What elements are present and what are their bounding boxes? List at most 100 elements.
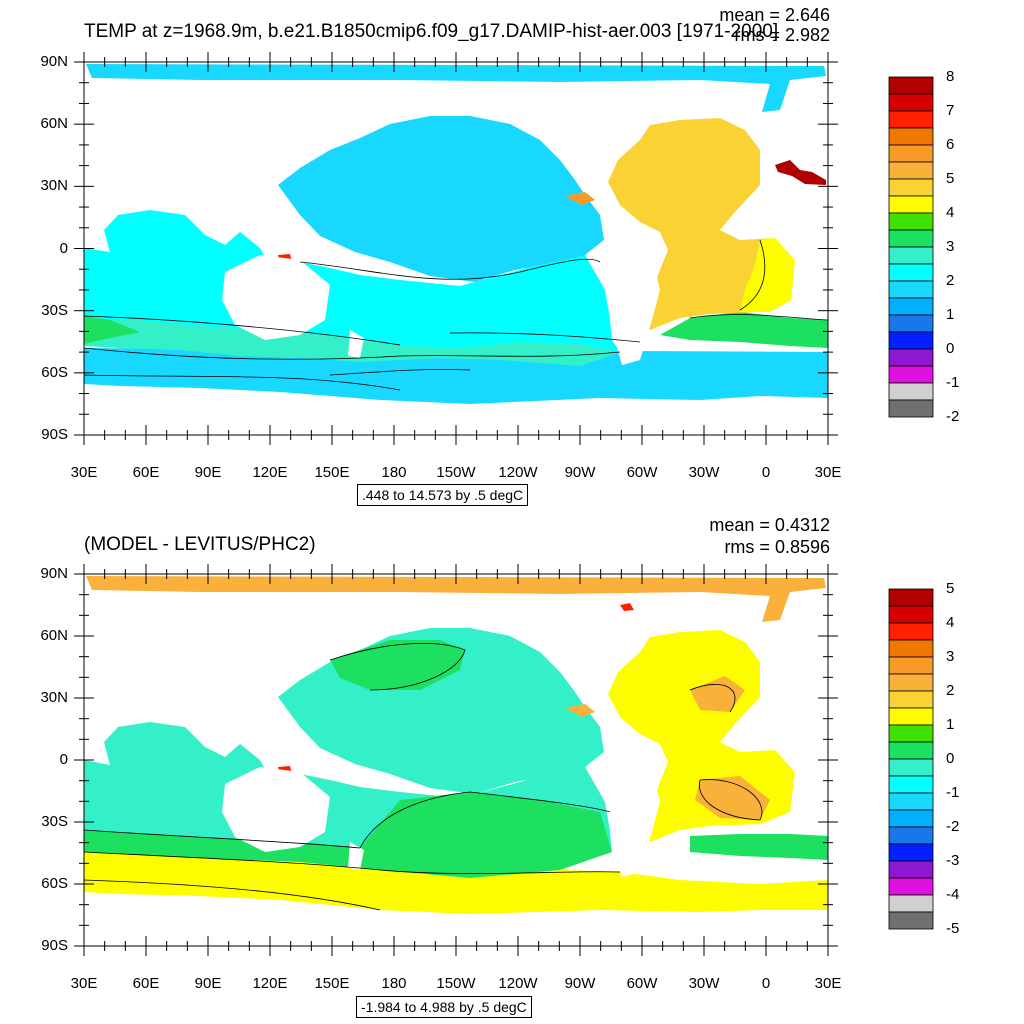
colorbar-box	[888, 229, 934, 248]
x-tick-label: 60W	[626, 464, 658, 481]
p1-south-indian-green	[84, 316, 140, 344]
p2-atlantic-orange	[690, 676, 745, 712]
p2-south-atlantic-green	[690, 834, 828, 860]
colorbar-label: 0	[946, 750, 955, 767]
panel2-title: (MODEL - LEVITUS/PHC2)	[84, 534, 316, 555]
colorbar-box	[888, 622, 934, 641]
colorbar-box	[888, 758, 934, 777]
x-tick-label: 90E	[194, 975, 222, 992]
colorbar-label: 3	[946, 648, 955, 665]
colorbar-label: 0	[946, 340, 955, 357]
p2-south-america	[585, 752, 660, 877]
p2-south-yellow-band	[84, 852, 828, 914]
x-tick-label: 180	[381, 464, 407, 481]
colorbar-box	[888, 365, 934, 384]
colorbar-box	[888, 382, 934, 401]
colorbar-box	[888, 724, 934, 743]
p2-south-green-band	[84, 792, 612, 878]
p1-arctic-field	[86, 64, 826, 112]
x-tick-label: 120W	[498, 975, 538, 992]
p1-atlantic-field	[608, 118, 795, 330]
colorbar-box	[888, 76, 934, 95]
colorbar-box	[888, 877, 934, 896]
y-tick-label: 30S	[41, 301, 68, 319]
colorbar-label: -2	[946, 818, 960, 835]
p2-nz	[348, 842, 364, 870]
p2-south-atlantic-orange	[695, 776, 770, 820]
colorbar-box	[888, 212, 934, 231]
panel2-rms: rms = 0.8596	[724, 537, 830, 557]
panel2-map	[83, 573, 829, 947]
colorbar-box	[888, 246, 934, 265]
colorbar-label: 4	[946, 614, 955, 631]
x-tick-label: 30E	[814, 464, 842, 481]
x-tick-label: 120W	[498, 464, 538, 481]
y-tick-label: 30N	[40, 177, 68, 195]
p1-contours	[83, 239, 829, 391]
y-tick-label: 60N	[40, 627, 68, 644]
y-tick-label: 0	[59, 751, 68, 768]
colorbar-box	[888, 280, 934, 299]
x-tick-label: 60E	[132, 975, 160, 992]
colorbar-box	[888, 775, 934, 794]
colorbar-label: -4	[946, 886, 960, 903]
colorbar-box	[888, 263, 934, 282]
x-tick-label: 120E	[252, 975, 288, 992]
p1-indo-pacific-field	[84, 210, 620, 352]
panel1-mean: mean = 2.646	[719, 5, 830, 25]
colorbar-box	[888, 843, 934, 862]
p1-south-america	[585, 240, 660, 365]
panel1-title: TEMP at z=1968.9m, b.e21.B1850cmip6.f09_…	[84, 21, 779, 42]
colorbar-label: -1	[946, 374, 960, 391]
x-tick-label: 120E	[252, 464, 288, 481]
colorbar-label: -2	[946, 408, 960, 425]
colorbar-label: 4	[946, 204, 955, 221]
colorbar-label: 8	[946, 68, 955, 85]
x-tick-label: 150E	[314, 975, 350, 992]
y-tick-label: 0	[59, 239, 68, 257]
y-tick-label: 90N	[40, 53, 68, 70]
colorbar-box	[888, 178, 934, 197]
x-tick-label: 90E	[194, 464, 222, 481]
y-tick-label: 60N	[40, 115, 68, 133]
panel2-colorbar	[888, 588, 934, 930]
colorbar-box	[888, 894, 934, 913]
colorbar-box	[888, 110, 934, 129]
colorbar-box	[888, 792, 934, 811]
x-tick-label: 150E	[314, 464, 350, 481]
colorbar-box	[888, 690, 934, 709]
panel1-ticks	[74, 52, 838, 445]
colorbar-box	[888, 639, 934, 658]
colorbar-box	[888, 588, 934, 607]
p1-australia	[222, 255, 330, 340]
p1-mediterranean	[775, 160, 826, 185]
p2-gulf-orange	[565, 704, 595, 717]
y-tick-label: 30S	[41, 813, 68, 830]
x-tick-label: 30E	[70, 464, 98, 481]
x-tick-label: 30E	[70, 975, 98, 992]
colorbar-box	[888, 127, 934, 146]
colorbar-box	[888, 331, 934, 350]
y-tick-label: 30N	[40, 689, 68, 706]
x-tick-label: 150W	[436, 975, 476, 992]
p2-africa	[720, 697, 828, 830]
y-tick-label: 60S	[41, 875, 68, 892]
p2-mediterranean	[620, 603, 634, 611]
y-tick-label: 60S	[41, 363, 68, 381]
x-tick-label: 30E	[814, 975, 842, 992]
panel2-mean: mean = 0.4312	[709, 515, 830, 535]
colorbar-box	[888, 707, 934, 726]
x-tick-label: 180	[381, 975, 407, 992]
colorbar-label: 5	[946, 580, 955, 597]
y-tick-label: 90N	[40, 565, 68, 582]
x-tick-label: 30W	[688, 975, 720, 992]
colorbar-label: 3	[946, 238, 955, 255]
colorbar-label: 7	[946, 102, 955, 119]
y-tick-label: 90S	[41, 937, 68, 954]
p1-southern-field	[84, 348, 828, 404]
panel1-colorbar	[888, 76, 934, 418]
p2-north-pacific-green	[330, 640, 465, 690]
colorbar-box	[888, 348, 934, 367]
p2-australia	[222, 767, 330, 852]
colorbar-box	[888, 144, 934, 163]
